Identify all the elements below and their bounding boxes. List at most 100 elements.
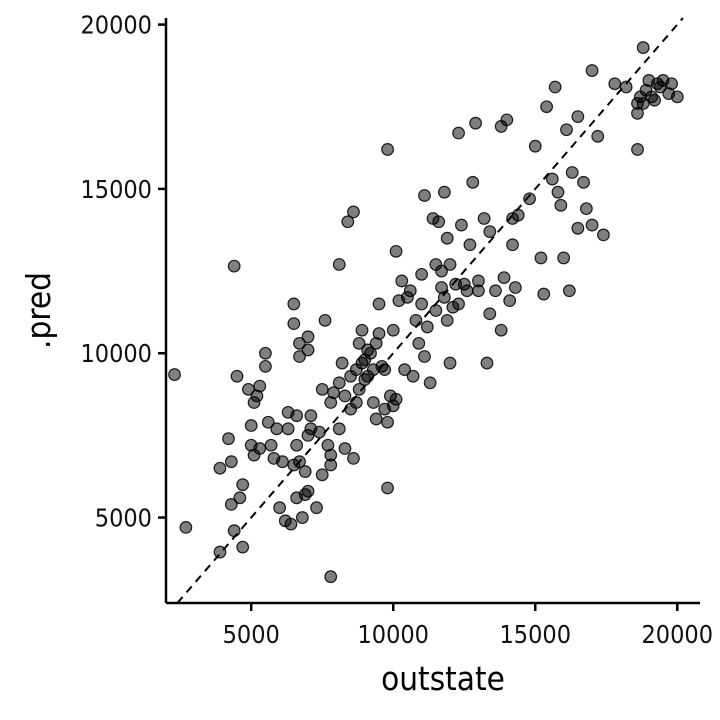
data-point	[608, 77, 622, 91]
data-point	[227, 524, 241, 538]
data-point	[500, 113, 514, 127]
data-point	[347, 451, 360, 465]
data-point	[472, 274, 485, 288]
data-point	[290, 438, 304, 452]
data-point	[494, 323, 508, 337]
data-point	[381, 481, 394, 495]
data-point	[389, 392, 403, 406]
data-point	[227, 259, 241, 273]
data-point	[259, 346, 272, 360]
y-tick-label: 10000	[80, 339, 152, 368]
data-point	[315, 468, 329, 482]
data-point	[480, 356, 494, 370]
data-point	[179, 521, 193, 534]
data-point	[315, 382, 329, 396]
data-point	[577, 175, 590, 189]
data-point	[293, 336, 306, 350]
data-point	[233, 491, 247, 505]
data-point	[381, 143, 394, 156]
data-point	[585, 218, 599, 232]
data-point	[591, 129, 605, 143]
x-tick-label: 15000	[499, 620, 571, 649]
data-point	[301, 343, 315, 357]
data-point	[213, 461, 227, 475]
data-point	[338, 442, 352, 455]
data-point	[264, 438, 278, 452]
data-point	[224, 498, 238, 511]
data-point	[378, 363, 392, 377]
data-point	[557, 251, 571, 265]
data-point	[259, 359, 272, 373]
data-point	[571, 110, 585, 123]
data-point	[560, 123, 573, 137]
data-point	[418, 189, 431, 202]
y-tick-label: 5000	[95, 504, 152, 533]
data-point	[432, 215, 446, 229]
data-point	[366, 396, 380, 409]
data-point	[636, 41, 650, 54]
data-point	[562, 284, 576, 298]
data-point	[389, 244, 403, 258]
data-point	[352, 336, 366, 350]
data-point	[579, 202, 593, 216]
data-point	[352, 382, 366, 396]
data-point	[290, 409, 304, 423]
data-point	[244, 419, 258, 432]
x-axis-ticks: 5000 10000 15000 20000	[223, 603, 713, 649]
data-point	[327, 386, 340, 400]
data-point	[364, 346, 377, 360]
data-point	[304, 409, 318, 423]
data-point	[395, 274, 409, 288]
data-point	[230, 369, 244, 383]
data-point	[412, 336, 426, 350]
data-point	[332, 422, 346, 436]
data-point	[633, 90, 647, 104]
data-point	[665, 77, 678, 91]
plot-area	[168, 17, 684, 604]
axes: 5000 10000 15000 20000 5000 10000 15000 20000	[80, 11, 713, 649]
data-point	[452, 297, 465, 311]
data-point	[403, 284, 417, 298]
data-point	[585, 64, 599, 77]
data-point	[406, 369, 420, 383]
data-point	[551, 185, 565, 199]
data-point	[565, 166, 579, 179]
data-point	[312, 425, 326, 439]
y-axis-title: .pred	[19, 272, 58, 349]
data-point	[489, 284, 502, 298]
data-point	[545, 172, 559, 186]
y-tick-label: 20000	[80, 11, 152, 40]
x-axis-title: outstate	[381, 659, 505, 698]
data-point	[270, 422, 284, 436]
data-point	[335, 356, 349, 370]
data-point	[324, 448, 338, 462]
data-point	[435, 264, 448, 278]
data-point	[463, 238, 477, 252]
data-point	[372, 327, 386, 340]
data-point	[523, 192, 536, 206]
data-point	[443, 356, 457, 370]
data-point	[295, 511, 309, 524]
data-point	[670, 90, 684, 104]
data-point	[497, 271, 511, 285]
data-point	[537, 287, 551, 301]
data-point	[341, 215, 355, 229]
data-point	[506, 238, 519, 252]
data-point	[415, 297, 429, 311]
data-point	[415, 267, 429, 281]
data-point	[503, 294, 517, 308]
data-point	[236, 540, 250, 554]
data-point	[369, 412, 383, 426]
data-point	[281, 422, 295, 436]
data-point	[301, 330, 315, 344]
data-point	[631, 143, 644, 156]
data-point	[452, 126, 465, 140]
y-axis-ticks: 5000 10000 15000 20000	[80, 11, 166, 533]
data-point	[440, 231, 454, 245]
data-point	[372, 297, 386, 311]
y-tick-label: 15000	[80, 175, 152, 204]
data-point	[310, 501, 323, 515]
data-point	[241, 382, 255, 396]
data-point	[273, 501, 287, 515]
